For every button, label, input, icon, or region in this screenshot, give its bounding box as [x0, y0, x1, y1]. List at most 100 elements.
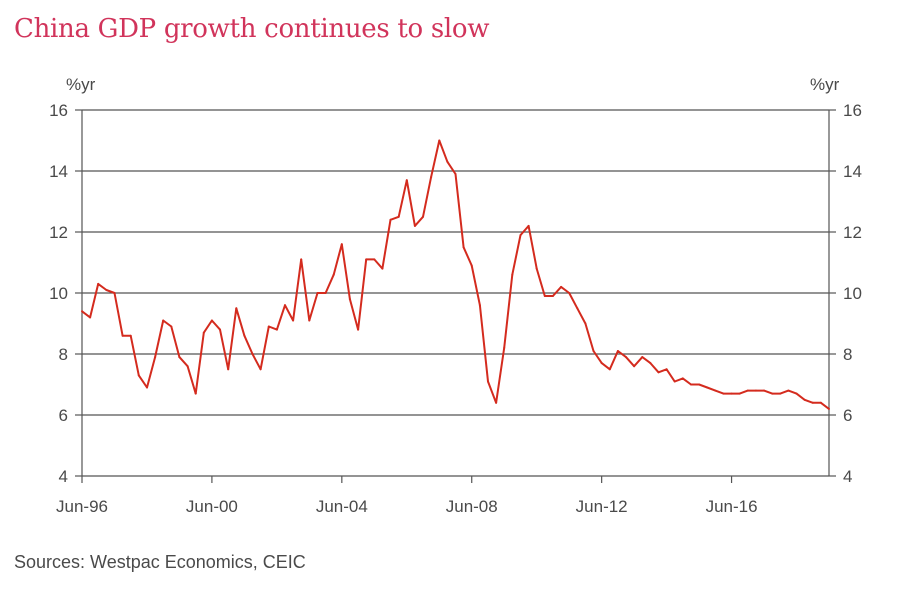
data-point: [284, 304, 286, 307]
data-point: [438, 139, 441, 142]
tick-labels: 4 4 6 6 8 8 10 10 12 12 14 14 16 16 Jun-96 Jun-00 Jun-04…: [49, 101, 862, 516]
data-point: [803, 398, 806, 401]
y-unit-left: %yr: [66, 75, 96, 94]
y-tick-label-right: 14: [843, 162, 862, 181]
data-point: [202, 331, 205, 334]
data-point: [340, 243, 343, 246]
y-tick-label-right: 4: [843, 467, 852, 486]
y-tick-label-left: 10: [49, 284, 68, 303]
data-point: [178, 356, 181, 359]
y-tick-label-left: 4: [59, 467, 68, 486]
data-point: [186, 365, 189, 368]
data-point: [576, 307, 579, 310]
data-point: [673, 380, 676, 383]
data-point: [811, 401, 814, 404]
data-point: [454, 173, 457, 175]
data-point: [422, 215, 424, 218]
data-point: [235, 307, 238, 310]
y-tick-label-right: 8: [843, 345, 852, 364]
data-point: [324, 292, 327, 294]
data-point: [551, 295, 554, 297]
data-point: [267, 325, 270, 328]
data-point: [154, 356, 157, 359]
y-tick-label-right: 10: [843, 284, 862, 303]
data-point: [81, 310, 83, 313]
data-point: [787, 389, 790, 392]
data-point: [259, 368, 262, 371]
data-point: [600, 362, 603, 365]
series-group: [81, 139, 830, 410]
data-point: [681, 377, 684, 380]
x-tick-label: Jun-08: [446, 497, 498, 516]
data-point: [397, 215, 400, 218]
data-point: [511, 273, 514, 276]
data-point: [470, 264, 473, 267]
data-point: [446, 160, 449, 163]
data-point: [210, 319, 213, 322]
x-tick-label: Jun-12: [576, 497, 628, 516]
data-point: [478, 304, 481, 307]
data-point: [462, 246, 465, 249]
data-point: [129, 334, 132, 337]
data-point: [430, 176, 433, 179]
source-note: Sources: Westpac Economics, CEIC: [14, 552, 306, 572]
data-point: [413, 224, 416, 227]
gridlines: [82, 109, 829, 416]
data-point: [503, 346, 506, 349]
data-point: [779, 392, 782, 395]
y-tick-label-right: 6: [843, 406, 852, 425]
data-point: [137, 374, 140, 377]
data-point: [584, 322, 587, 325]
data-point: [690, 383, 692, 386]
data-point: [633, 365, 636, 368]
data-point: [763, 389, 765, 392]
data-point: [316, 292, 319, 294]
data-point: [292, 319, 295, 322]
data-point: [365, 258, 368, 261]
data-point: [251, 353, 254, 355]
y-tick-label-right: 12: [843, 223, 862, 242]
data-point: [665, 368, 668, 371]
data-point: [527, 224, 530, 227]
data-point: [308, 319, 311, 322]
chart-title: China GDP growth continues to slow: [14, 14, 490, 44]
axes: [75, 109, 836, 483]
x-tick-label: Jun-00: [186, 497, 238, 516]
data-point: [519, 234, 522, 237]
data-point: [405, 179, 408, 182]
data-point: [170, 325, 173, 328]
data-point: [121, 334, 124, 337]
data-point: [495, 401, 498, 404]
data-point: [219, 328, 221, 331]
data-point: [616, 350, 619, 352]
y-tick-label-left: 8: [59, 345, 68, 364]
data-point: [625, 356, 627, 359]
y-tick-label-left: 12: [49, 223, 68, 242]
data-point: [243, 334, 246, 337]
data-point: [194, 392, 197, 395]
x-tick-label: Jun-04: [316, 497, 368, 516]
data-point: [373, 258, 376, 261]
data-point: [608, 368, 611, 371]
data-point: [487, 380, 489, 383]
y-tick-label-left: 14: [49, 162, 68, 181]
data-point: [535, 267, 538, 270]
data-point: [738, 392, 741, 395]
data-point: [641, 356, 644, 359]
data-point: [714, 389, 717, 392]
data-point: [560, 285, 563, 288]
data-point: [706, 386, 709, 389]
data-point: [795, 392, 798, 395]
data-point: [828, 407, 830, 410]
x-tick-label: Jun-16: [706, 497, 758, 516]
y-tick-label-left: 6: [59, 406, 68, 425]
data-point: [381, 267, 384, 270]
y-tick-label-right: 16: [843, 101, 862, 120]
y-tick-label-left: 16: [49, 101, 68, 120]
data-point: [746, 389, 749, 392]
data-point: [722, 392, 725, 395]
data-point: [657, 371, 660, 374]
data-point: [698, 383, 701, 386]
data-point: [819, 401, 822, 404]
